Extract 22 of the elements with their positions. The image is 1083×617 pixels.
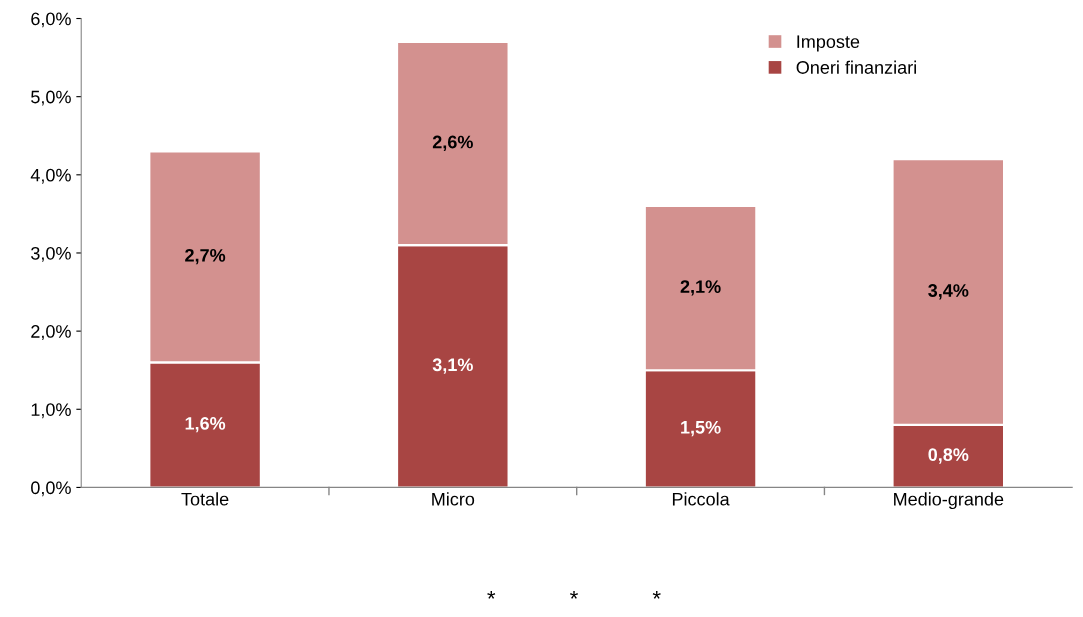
data-label: 2,1% [680,280,721,296]
x-tick-label: Micro [432,492,475,506]
data-label: 2,7% [185,248,226,265]
data-label: 3,4% [928,284,969,300]
legend-label: Oneri finanziari [796,60,916,74]
x-tick-label: Piccola [672,492,730,506]
data-label: 1,5% [681,420,721,437]
data-label: 2,6% [432,135,473,152]
y-tick-label: 5,0% [31,90,71,106]
y-tick-label: 2,0% [31,325,71,340]
x-tick-label: Totale [181,492,229,506]
data-label: 3,1% [432,358,473,374]
y-tick-label: 0,0% [31,481,71,497]
y-tick-label: 4,0% [30,168,71,184]
y-tick-label: 3,0% [31,246,71,262]
y-tick-label: 1,0% [31,403,71,419]
text: * * * [487,590,661,599]
data-label: 0,8% [928,448,969,464]
legend-label: Imposte [797,35,860,52]
x-tick-label: Medio-grande [894,492,1004,510]
data-label: 1,6% [185,416,226,433]
y-tick-label: 6,0% [31,12,71,28]
